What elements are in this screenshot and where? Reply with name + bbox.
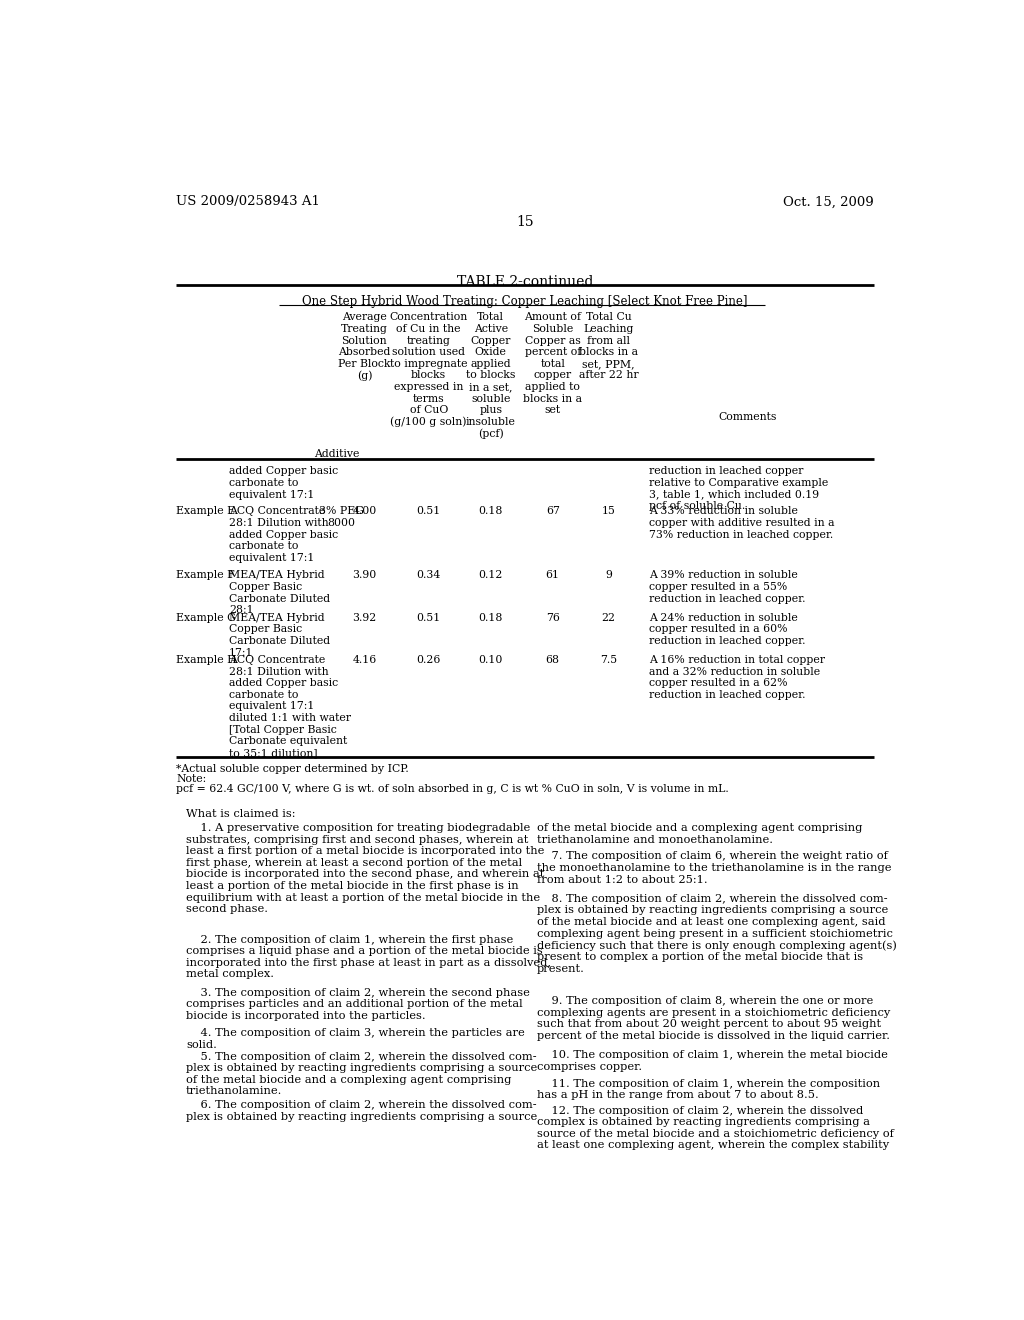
Text: reduction in leached copper
relative to Comparative example
3, table 1, which in: reduction in leached copper relative to … <box>649 466 828 511</box>
Text: 3.92: 3.92 <box>352 612 377 623</box>
Text: A 39% reduction in soluble
copper resulted in a 55%
reduction in leached copper.: A 39% reduction in soluble copper result… <box>649 570 805 603</box>
Text: 0.51: 0.51 <box>417 507 440 516</box>
Text: 67: 67 <box>546 507 560 516</box>
Text: 9: 9 <box>605 570 612 581</box>
Text: 11. The composition of claim 1, wherein the composition
has a pH in the range fr: 11. The composition of claim 1, wherein … <box>538 1078 881 1100</box>
Text: Amount of
Soluble
Copper as
percent of
total
copper
applied to
blocks in a
set: Amount of Soluble Copper as percent of t… <box>523 313 583 416</box>
Text: pcf = 62.4 GC/100 V, where G is wt. of soln absorbed in g, C is wt % CuO in soln: pcf = 62.4 GC/100 V, where G is wt. of s… <box>176 784 729 795</box>
Text: 0.26: 0.26 <box>417 655 441 665</box>
Text: US 2009/0258943 A1: US 2009/0258943 A1 <box>176 195 319 209</box>
Text: 6. The composition of claim 2, wherein the dissolved com-
plex is obtained by re: 6. The composition of claim 2, wherein t… <box>186 1100 538 1122</box>
Text: 4.16: 4.16 <box>352 655 377 665</box>
Text: of the metal biocide and a complexing agent comprising
triethanolamine and monoe: of the metal biocide and a complexing ag… <box>538 822 862 845</box>
Text: 61: 61 <box>546 570 560 581</box>
Text: 7.5: 7.5 <box>600 655 617 665</box>
Text: 5. The composition of claim 2, wherein the dissolved com-
plex is obtained by re: 5. The composition of claim 2, wherein t… <box>186 1052 538 1097</box>
Text: Concentration
of Cu in the
treating
solution used
to impregnate
blocks
expressed: Concentration of Cu in the treating solu… <box>389 313 468 428</box>
Text: MEA/TEA Hybrid
Copper Basic
Carbonate Diluted
28:1: MEA/TEA Hybrid Copper Basic Carbonate Di… <box>228 570 330 615</box>
Text: 0.18: 0.18 <box>478 507 503 516</box>
Text: *Actual soluble copper determined by ICP.: *Actual soluble copper determined by ICP… <box>176 764 409 775</box>
Text: 10. The composition of claim 1, wherein the metal biocide
comprises copper.: 10. The composition of claim 1, wherein … <box>538 1051 888 1072</box>
Text: 8. The composition of claim 2, wherein the dissolved com-
plex is obtained by re: 8. The composition of claim 2, wherein t… <box>538 894 897 974</box>
Text: MEA/TEA Hybrid
Copper Basic
Carbonate Diluted
17:1: MEA/TEA Hybrid Copper Basic Carbonate Di… <box>228 612 330 657</box>
Text: Total Cu
Leaching
from all
blocks in a
set, PPM,
after 22 hr: Total Cu Leaching from all blocks in a s… <box>579 313 638 380</box>
Text: ACQ Concentrate
28:1 Dilution with
added Copper basic
carbonate to
equivalent 17: ACQ Concentrate 28:1 Dilution with added… <box>228 507 338 562</box>
Text: Total
Active
Copper
Oxide
applied
to blocks
in a set,
soluble
plus
insoluble
(pc: Total Active Copper Oxide applied to blo… <box>466 313 516 440</box>
Text: 0.18: 0.18 <box>478 612 503 623</box>
Text: Note:: Note: <box>176 775 206 784</box>
Text: A 24% reduction in soluble
copper resulted in a 60%
reduction in leached copper.: A 24% reduction in soluble copper result… <box>649 612 805 645</box>
Text: ACQ Concentrate
28:1 Dilution with
added Copper basic
carbonate to
equivalent 17: ACQ Concentrate 28:1 Dilution with added… <box>228 655 351 758</box>
Text: What is claimed is:: What is claimed is: <box>186 809 296 818</box>
Text: 76: 76 <box>546 612 560 623</box>
Text: One Step Hybrid Wood Treating: Copper Leaching [Select Knot Free Pine]: One Step Hybrid Wood Treating: Copper Le… <box>302 296 748 309</box>
Text: 3. The composition of claim 2, wherein the second phase
comprises particles and : 3. The composition of claim 2, wherein t… <box>186 987 530 1020</box>
Text: Example H: Example H <box>176 655 237 665</box>
Text: Comments: Comments <box>719 412 777 422</box>
Text: 15: 15 <box>516 215 534 228</box>
Text: TABLE 2-continued: TABLE 2-continued <box>457 276 593 289</box>
Text: 4. The composition of claim 3, wherein the particles are
solid.: 4. The composition of claim 3, wherein t… <box>186 1028 525 1051</box>
Text: 68: 68 <box>546 655 560 665</box>
Text: Example G: Example G <box>176 612 236 623</box>
Text: A 33% reduction in soluble
copper with additive resulted in a
73% reduction in l: A 33% reduction in soluble copper with a… <box>649 507 835 540</box>
Text: 12. The composition of claim 2, wherein the dissolved
complex is obtained by rea: 12. The composition of claim 2, wherein … <box>538 1105 894 1150</box>
Text: 3% PEG
8000: 3% PEG 8000 <box>318 507 364 528</box>
Text: 9. The composition of claim 8, wherein the one or more
complexing agents are pre: 9. The composition of claim 8, wherein t… <box>538 997 891 1041</box>
Text: 22: 22 <box>601 612 615 623</box>
Text: 7. The composition of claim 6, wherein the weight ratio of
the monoethanolamine : 7. The composition of claim 6, wherein t… <box>538 851 892 884</box>
Text: Example F: Example F <box>176 570 234 581</box>
Text: 15: 15 <box>601 507 615 516</box>
Text: 4.00: 4.00 <box>352 507 377 516</box>
Text: Average
Treating
Solution
Absorbed
Per Block
(g): Average Treating Solution Absorbed Per B… <box>338 313 390 381</box>
Text: 1. A preservative composition for treating biodegradable
substrates, comprising : 1. A preservative composition for treati… <box>186 822 545 915</box>
Text: 2. The composition of claim 1, wherein the first phase
comprises a liquid phase : 2. The composition of claim 1, wherein t… <box>186 935 551 979</box>
Text: 0.12: 0.12 <box>478 570 503 581</box>
Text: 0.34: 0.34 <box>417 570 440 581</box>
Text: Additive: Additive <box>314 449 360 459</box>
Text: Oct. 15, 2009: Oct. 15, 2009 <box>782 195 873 209</box>
Text: 3.90: 3.90 <box>352 570 377 581</box>
Text: Example E: Example E <box>176 507 236 516</box>
Text: 0.10: 0.10 <box>478 655 503 665</box>
Text: 0.51: 0.51 <box>417 612 440 623</box>
Text: A 16% reduction in total copper
and a 32% reduction in soluble
copper resulted i: A 16% reduction in total copper and a 32… <box>649 655 824 700</box>
Text: added Copper basic
carbonate to
equivalent 17:1: added Copper basic carbonate to equivale… <box>228 466 338 499</box>
